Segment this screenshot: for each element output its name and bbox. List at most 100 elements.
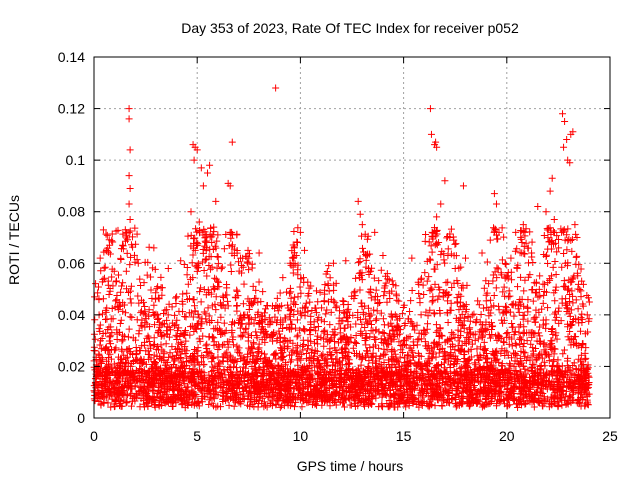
- data-point: [369, 384, 377, 392]
- data-point: [544, 304, 552, 312]
- data-point: [217, 370, 225, 378]
- data-point: [361, 323, 369, 331]
- data-point: [274, 379, 282, 387]
- data-point: [319, 350, 327, 358]
- data-point: [585, 315, 593, 323]
- data-point: [383, 377, 391, 385]
- data-point: [293, 238, 301, 246]
- data-points: [90, 84, 593, 412]
- data-point: [418, 371, 426, 379]
- data-point: [511, 339, 519, 347]
- data-point: [107, 403, 115, 411]
- data-point: [482, 318, 490, 326]
- data-point: [468, 390, 476, 398]
- data-point: [454, 279, 462, 287]
- data-point: [570, 315, 578, 323]
- data-point: [470, 310, 478, 318]
- data-point: [524, 308, 532, 316]
- data-point: [116, 319, 124, 327]
- data-point: [122, 399, 130, 407]
- data-point: [265, 357, 273, 365]
- data-point: [208, 354, 216, 362]
- data-point: [490, 224, 498, 232]
- data-point: [222, 230, 230, 238]
- data-point: [152, 376, 160, 384]
- data-point: [219, 395, 227, 403]
- data-point: [448, 329, 456, 337]
- data-point: [144, 392, 152, 400]
- data-point: [276, 338, 284, 346]
- data-point: [193, 241, 201, 249]
- data-point: [380, 321, 388, 329]
- data-point: [252, 286, 260, 294]
- data-point: [563, 399, 571, 407]
- data-point: [473, 316, 481, 324]
- data-point: [501, 400, 509, 408]
- data-point: [524, 317, 532, 325]
- data-point: [236, 314, 244, 322]
- data-point: [419, 281, 427, 289]
- data-point: [335, 373, 343, 381]
- data-point: [425, 371, 433, 379]
- data-point: [558, 228, 566, 236]
- data-point: [560, 249, 568, 257]
- data-point: [544, 279, 552, 287]
- data-point: [552, 283, 560, 291]
- data-point: [190, 324, 198, 332]
- data-point: [227, 355, 235, 363]
- data-point: [503, 348, 511, 356]
- data-point: [544, 245, 552, 253]
- data-point: [236, 349, 244, 357]
- data-point: [105, 290, 113, 298]
- data-point: [444, 351, 452, 359]
- data-point: [383, 298, 391, 306]
- data-point: [403, 374, 411, 382]
- data-point: [461, 338, 469, 346]
- data-point: [197, 373, 205, 381]
- data-point: [480, 352, 488, 360]
- data-point: [227, 234, 235, 242]
- data-point: [181, 404, 189, 412]
- data-point: [393, 313, 401, 321]
- data-point: [422, 230, 430, 238]
- data-point: [482, 355, 490, 363]
- data-point: [565, 235, 573, 243]
- data-point: [447, 382, 455, 390]
- data-point: [158, 396, 166, 404]
- data-point: [207, 224, 215, 232]
- data-point: [164, 384, 172, 392]
- data-point: [99, 310, 107, 318]
- data-point: [431, 280, 439, 288]
- data-point: [151, 400, 159, 408]
- data-point: [102, 375, 110, 383]
- data-point: [107, 382, 115, 390]
- data-point: [429, 381, 437, 389]
- data-point: [563, 378, 571, 386]
- data-point: [463, 329, 471, 337]
- data-point: [173, 293, 181, 301]
- data-point: [566, 392, 574, 400]
- data-point: [519, 315, 527, 323]
- data-point: [99, 382, 107, 390]
- data-point: [530, 350, 538, 358]
- data-point: [388, 322, 396, 330]
- data-point: [118, 337, 126, 345]
- data-point: [536, 332, 544, 340]
- data-point: [339, 297, 347, 305]
- data-point: [202, 238, 210, 246]
- data-point: [320, 342, 328, 350]
- data-point: [380, 329, 388, 337]
- data-point: [332, 401, 340, 409]
- data-point: [459, 302, 467, 310]
- data-point: [540, 232, 548, 239]
- data-point: [163, 330, 171, 338]
- data-point: [505, 379, 513, 387]
- data-point: [454, 370, 462, 378]
- data-point: [264, 320, 272, 328]
- data-point: [394, 323, 402, 331]
- data-point: [503, 333, 511, 341]
- data-point: [272, 401, 280, 409]
- data-point: [514, 403, 522, 411]
- data-point: [424, 312, 432, 320]
- data-point: [128, 313, 136, 321]
